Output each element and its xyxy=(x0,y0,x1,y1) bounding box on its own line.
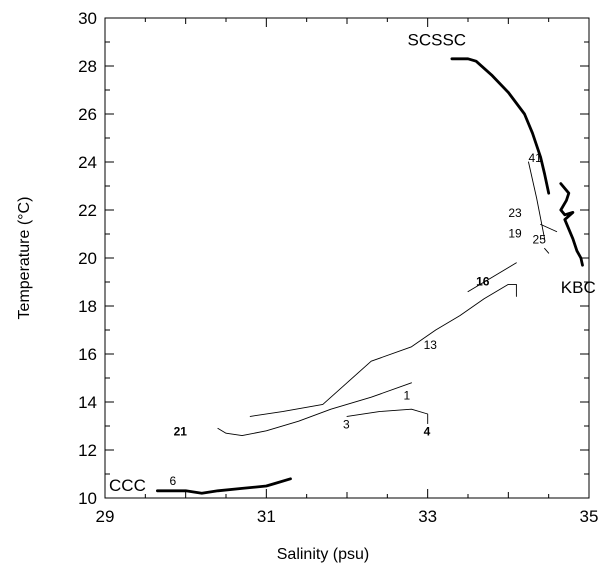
x-tick-label: 29 xyxy=(96,507,115,526)
y-tick-label: 20 xyxy=(78,249,97,268)
y-tick-label: 26 xyxy=(78,105,97,124)
annotation-label: 1 xyxy=(403,389,410,403)
annotation-label: SCSSC xyxy=(408,31,467,50)
ts-curve-thin xyxy=(540,223,558,233)
y-tick-label: 24 xyxy=(78,153,97,172)
x-axis-title: Salinity (psu) xyxy=(277,546,369,563)
y-tick-label: 30 xyxy=(78,9,97,28)
annotation-label: 4 xyxy=(424,425,431,439)
ts-curve-thick xyxy=(559,182,584,267)
ts-curve-thin xyxy=(346,408,429,425)
x-tick-label: 33 xyxy=(418,507,437,526)
ts-curve-thin xyxy=(467,262,517,293)
annotation-label: 19 xyxy=(508,227,522,241)
y-tick-label: 16 xyxy=(78,345,97,364)
annotation-label: 3 xyxy=(343,417,350,431)
y-tick-label: 14 xyxy=(78,393,97,412)
y-tick-label: 18 xyxy=(78,297,97,316)
series-layer xyxy=(155,57,584,495)
y-tick-label: 22 xyxy=(78,201,97,220)
annotation-label: 25 xyxy=(533,233,547,247)
annotation-label: KBC xyxy=(561,278,596,297)
annotation-label: CCC xyxy=(109,476,146,495)
annotation-label: 41 xyxy=(529,151,543,165)
y-tick-label: 10 xyxy=(78,489,97,508)
ts-curve-thick xyxy=(155,477,292,495)
ts-curve-thin xyxy=(249,283,517,417)
ts-curve-thick xyxy=(450,57,551,195)
annotation-label: 6 xyxy=(170,474,177,488)
annotation-label: 13 xyxy=(424,338,438,352)
annotation-label: 23 xyxy=(508,206,522,220)
y-tick-label: 12 xyxy=(78,441,97,460)
x-tick-label: 35 xyxy=(580,507,599,526)
x-tick-label: 31 xyxy=(257,507,276,526)
y-axis-title: Temperature (°C) xyxy=(16,197,33,320)
ts-curve-thin xyxy=(528,161,546,240)
x-axis: 29 31 33 35 xyxy=(96,18,599,526)
annotation-label: 16 xyxy=(476,275,490,289)
ts-curve-thin xyxy=(544,247,550,254)
y-tick-label: 28 xyxy=(78,57,97,76)
ts-curve-thin xyxy=(217,382,412,437)
annotation-label: 21 xyxy=(174,425,188,439)
